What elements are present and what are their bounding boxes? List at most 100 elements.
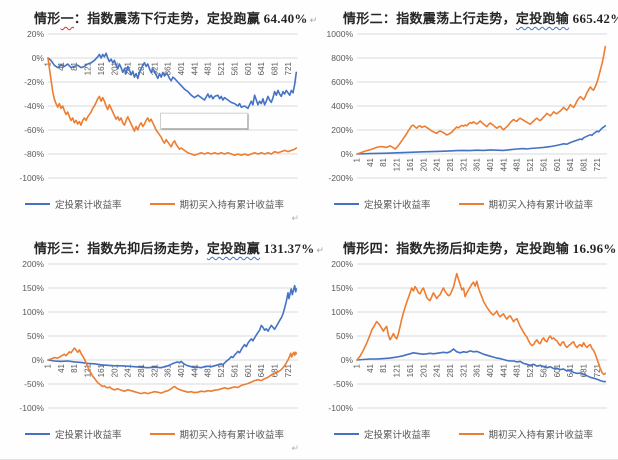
line-chart: 20%0%-20%-40%-60%-80%-100%1 41 81 121 161 201… (19, 29, 298, 183)
title-segment: 一 (60, 11, 74, 26)
svg-text:601: 601 (244, 363, 253, 377)
chart-legend: 定投累计收益率 期初买入持有累计收益率 (0, 197, 309, 211)
legend-item-sip: 定投累计收益率 (333, 427, 431, 441)
svg-text:200%: 200% (331, 259, 353, 269)
svg-text:641: 641 (257, 61, 266, 75)
legend-label-sip: 定投累计收益率 (363, 200, 431, 211)
paragraph-mark-icon: ↵ (309, 15, 318, 25)
sip-line-swatch-icon (24, 203, 50, 205)
svg-text:50%: 50% (336, 331, 353, 341)
svg-text:281: 281 (446, 157, 455, 171)
svg-text:401: 401 (177, 61, 186, 75)
svg-text:481: 481 (513, 363, 522, 377)
svg-text:41: 41 (57, 363, 66, 372)
svg-text:601: 601 (553, 363, 562, 377)
panel-title: 情形三：指数先抑后扬走势，定投跑赢 131.37% ↵ (34, 238, 324, 257)
svg-text:441: 441 (499, 157, 508, 171)
line-chart: 1000% 800% 600% 400% 200% 0% -200% 1 41 81 121 161 2… (327, 29, 607, 183)
line-chart: 200% 150% 100% 50% 0% -50% -100% 1 41 81 121 161 201… (328, 259, 607, 413)
svg-text:361: 361 (473, 363, 482, 377)
svg-text:241: 241 (433, 363, 442, 377)
svg-text:161: 161 (97, 61, 106, 75)
svg-text:150%: 150% (22, 283, 44, 293)
svg-text:0%: 0% (341, 355, 354, 365)
svg-text:150%: 150% (331, 283, 353, 293)
svg-text:281: 281 (137, 363, 146, 377)
svg-text:281: 281 (446, 363, 455, 377)
svg-text:681: 681 (271, 363, 280, 377)
svg-text:121: 121 (84, 363, 93, 377)
svg-text:-100%: -100% (19, 403, 44, 413)
svg-text:721: 721 (284, 363, 293, 377)
svg-text:100%: 100% (331, 307, 353, 317)
svg-text:521: 521 (217, 61, 226, 75)
title-segment: 情形 (34, 11, 61, 26)
svg-text:401: 401 (177, 363, 186, 377)
svg-text:321: 321 (459, 157, 468, 171)
title-segment: ：指数震荡下行走势，定投跑赢 64.40% (73, 11, 308, 26)
hold-line-swatch-icon (458, 203, 484, 205)
sip-line-swatch-icon (24, 433, 50, 435)
legend-label-sip: 定投累计收益率 (54, 430, 122, 441)
svg-text:561: 561 (230, 61, 239, 75)
svg-text:241: 241 (433, 157, 442, 171)
hold-line-swatch-icon (149, 433, 175, 435)
svg-text:200%: 200% (22, 259, 44, 269)
svg-text:321: 321 (150, 61, 159, 75)
paragraph-mark-icon: ↵ (291, 443, 299, 453)
svg-text:400%: 400% (331, 101, 353, 111)
svg-text:681: 681 (580, 157, 589, 171)
svg-text:521: 521 (217, 363, 226, 377)
svg-text:161: 161 (97, 363, 106, 377)
svg-text:800%: 800% (331, 53, 353, 63)
svg-text:401: 401 (486, 157, 495, 171)
svg-text:561: 561 (230, 363, 239, 377)
panel-scenario-3: 情形三：指数先抑后扬走势，定投跑赢 131.37% ↵ 200% 150% 100% 5… (0, 230, 324, 459)
title-segment: 情形二：指数震荡上行走势， (343, 11, 516, 26)
legend-item-hold: 期初买入持有累计收益率 (149, 427, 284, 441)
svg-text:-60%: -60% (24, 125, 44, 135)
svg-text:441: 441 (190, 363, 199, 377)
sip-line-swatch-icon (333, 433, 359, 435)
hold-line-swatch-icon (458, 433, 484, 435)
svg-text:481: 481 (204, 363, 213, 377)
svg-text:641: 641 (257, 363, 266, 377)
svg-text:100%: 100% (22, 307, 44, 317)
paragraph-mark-icon: ↵ (316, 245, 325, 255)
svg-text:241: 241 (124, 363, 133, 377)
legend-item-hold: 期初买入持有累计收益率 (149, 197, 285, 211)
svg-text:401: 401 (486, 363, 495, 377)
svg-text:1: 1 (353, 363, 362, 368)
svg-text:121: 121 (393, 157, 402, 171)
title-segment: 情形四：指数先扬后抑走势，定投跑输 16.96% (343, 241, 617, 256)
svg-text:600%: 600% (331, 77, 353, 87)
legend-label-hold: 期初买入持有累计收益率 (488, 430, 594, 441)
legend-label-hold: 期初买入持有累计收益率 (488, 200, 594, 211)
svg-text:441: 441 (499, 363, 508, 377)
svg-text:601: 601 (244, 61, 253, 75)
svg-text:201: 201 (419, 363, 428, 377)
svg-text:201: 201 (110, 61, 119, 75)
svg-text:41: 41 (366, 157, 375, 166)
legend-label-hold: 期初买入持有累计收益率 (179, 200, 285, 211)
title-segment: 定投跑赢 (206, 241, 261, 256)
svg-text:321: 321 (459, 363, 468, 377)
svg-text:521: 521 (526, 363, 535, 377)
svg-text:721: 721 (284, 61, 293, 75)
legend-label-sip: 定投累计收益率 (363, 430, 431, 441)
panel-title: 情形一：指数震荡下行走势，定投跑赢 64.40% ↵ (34, 8, 317, 27)
svg-text:-40%: -40% (24, 101, 44, 111)
svg-text:200%: 200% (331, 125, 353, 135)
svg-text:361: 361 (473, 157, 482, 171)
svg-text:-20%: -20% (24, 77, 44, 87)
svg-text:20%: 20% (27, 29, 44, 39)
svg-text:-50%: -50% (333, 379, 353, 389)
svg-text:50%: 50% (27, 331, 44, 341)
svg-text:561: 561 (539, 363, 548, 377)
title-text: 情形四：指数先扬后抑走势，定投跑输 16.96% (343, 241, 617, 256)
title-segment: 情形三：指数先抑后扬走势， (34, 241, 207, 256)
panel-title: 情形二：指数震荡上行走势，定投跑输 665.42%↵ (343, 8, 618, 27)
svg-text:721: 721 (593, 157, 602, 171)
svg-text:481: 481 (204, 61, 213, 75)
